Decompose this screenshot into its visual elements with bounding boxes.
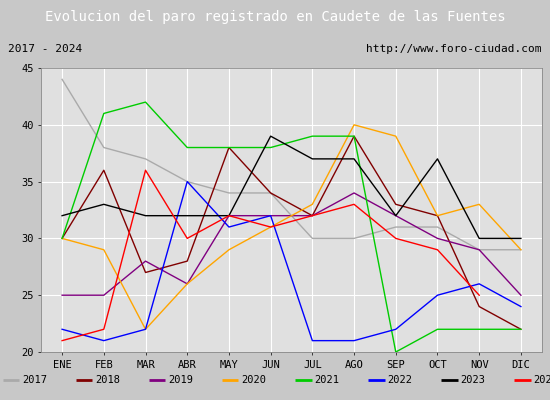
Text: http://www.foro-ciudad.com: http://www.foro-ciudad.com [366, 44, 542, 54]
Text: 2017: 2017 [22, 375, 47, 385]
Text: 2020: 2020 [241, 375, 266, 385]
Text: 2023: 2023 [460, 375, 486, 385]
Text: 2019: 2019 [168, 375, 193, 385]
Text: 2024: 2024 [534, 375, 550, 385]
Text: 2017 - 2024: 2017 - 2024 [8, 44, 82, 54]
Text: 2022: 2022 [387, 375, 412, 385]
Text: Evolucion del paro registrado en Caudete de las Fuentes: Evolucion del paro registrado en Caudete… [45, 10, 505, 24]
Text: 2018: 2018 [95, 375, 120, 385]
Text: 2021: 2021 [314, 375, 339, 385]
